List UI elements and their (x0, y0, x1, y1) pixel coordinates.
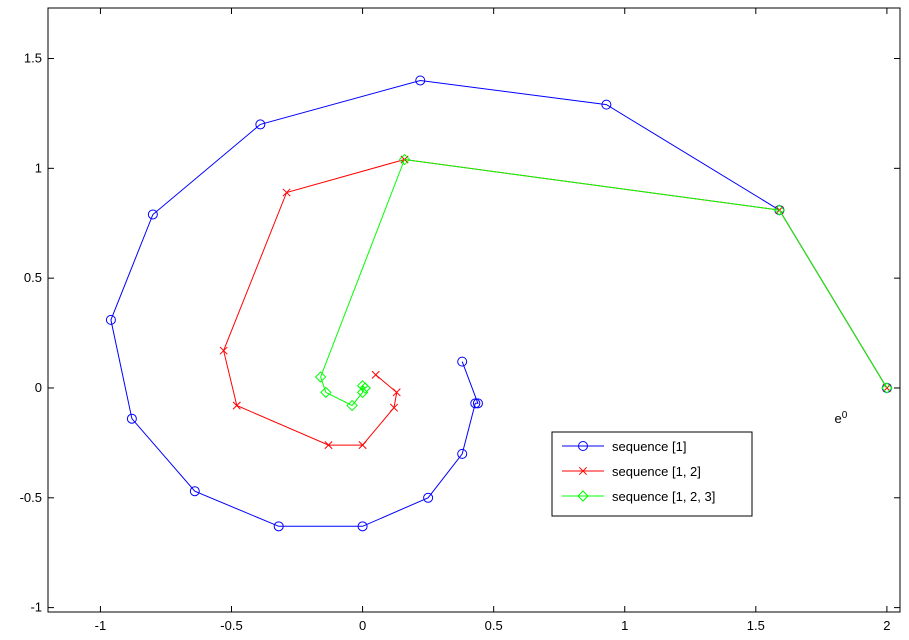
series-1-point (457, 356, 468, 367)
y-tick-label: -0.5 (20, 490, 42, 505)
legend: sequence [1] sequence [1, 2] sequence [1, … (551, 431, 753, 517)
series-1-point (601, 99, 612, 110)
y-tick-label: 1.5 (24, 51, 42, 66)
series-2-point (389, 403, 399, 412)
legend-marker-1 (578, 441, 588, 451)
x-tick-label: 1.5 (747, 618, 765, 633)
series-3 (314, 153, 893, 412)
series-1-point (457, 448, 468, 459)
series-1-point (126, 413, 137, 424)
series-3-point (398, 153, 411, 166)
series-1-line (110, 79, 888, 527)
series-3-point (359, 382, 371, 394)
axis-ticks: -1 -0.5 0 0.5 1 1.5 2 -1 -0.5 0 0.5 1 1.5 (20, 8, 900, 633)
series-1-point (423, 492, 434, 503)
series-1-point (273, 521, 284, 532)
series-1-point (415, 75, 426, 86)
series-1-point (357, 521, 368, 532)
series-layer (105, 75, 893, 532)
series-3-point (346, 399, 358, 412)
y-tick-label: 0.5 (24, 270, 42, 285)
legend-label-1: sequence [1] (612, 439, 686, 454)
series-1-point (255, 119, 266, 130)
x-tick-label: 0 (359, 618, 366, 633)
series-3-point (881, 382, 893, 394)
annotation-base: e (834, 411, 841, 426)
x-tick-label: 0.5 (485, 618, 503, 633)
series-2-point (219, 346, 228, 355)
series-2-point (232, 401, 241, 410)
series-1-point (189, 486, 200, 497)
series-1-point (472, 398, 483, 409)
x-tick-label: 2 (883, 618, 890, 633)
y-tick-label: -1 (30, 600, 42, 615)
series-2-point (392, 388, 401, 397)
x-tick-label: -1 (95, 618, 107, 633)
legend-marker-3 (577, 490, 589, 502)
plot-area (47, 7, 901, 613)
series-3-point (320, 386, 332, 399)
series-1-point (147, 209, 158, 220)
annotation-label: e0 (834, 410, 847, 427)
x-tick-label: 1 (621, 618, 628, 633)
legend-label-3: sequence [1, 2, 3] (612, 489, 715, 504)
series-2-point (371, 370, 380, 379)
series-2-point (282, 188, 291, 197)
series-2-point (324, 441, 333, 450)
legend-label-2: sequence [1, 2] (612, 464, 701, 479)
x-tick-label: -0.5 (220, 618, 242, 633)
annotation-superscript: 0 (842, 410, 848, 421)
series-3-point (314, 371, 327, 383)
y-tick-label: 1 (35, 160, 42, 175)
series-2-point (358, 441, 367, 450)
series-3-point (773, 204, 786, 216)
series-1-point (470, 398, 481, 409)
series-3-point (356, 386, 369, 399)
series-1-point (105, 314, 116, 325)
y-tick-label: 0 (35, 380, 42, 395)
legend-marker-2 (578, 466, 588, 476)
